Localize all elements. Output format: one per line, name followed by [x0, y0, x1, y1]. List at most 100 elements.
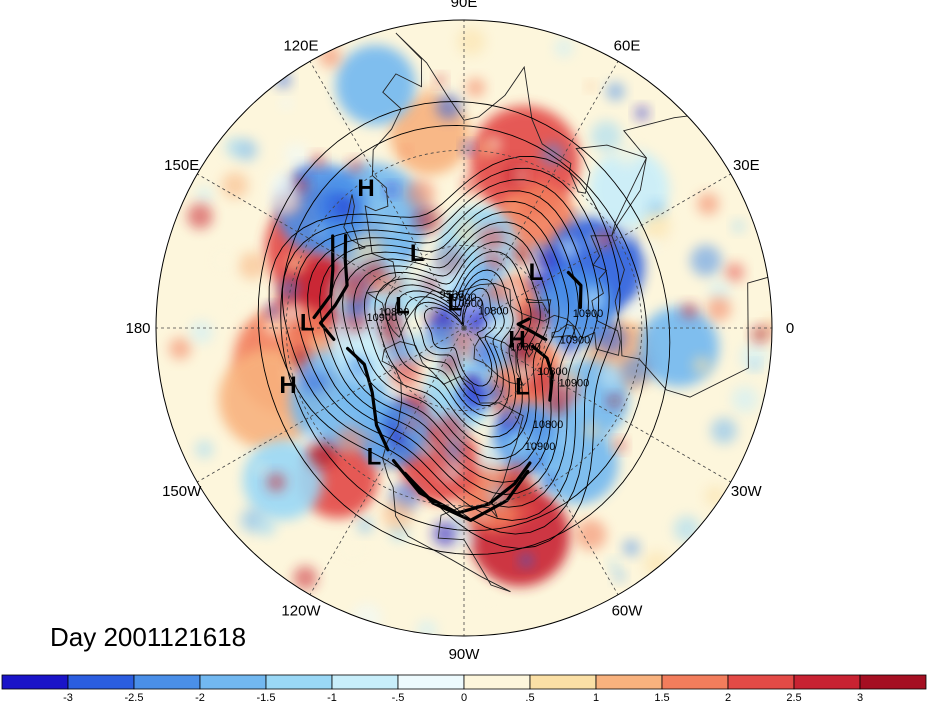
longitude-label: 90E: [451, 0, 478, 11]
anomaly-speckle: [732, 220, 745, 233]
anomaly-speckle: [238, 251, 267, 280]
anomaly-speckle: [236, 139, 258, 161]
anomaly-speckle: [515, 169, 528, 182]
anomaly-speckle: [195, 186, 213, 204]
jet-contour: [346, 346, 390, 452]
anomaly-speckle: [710, 417, 737, 444]
anomaly-speckle: [598, 363, 625, 390]
longitude-label: 90W: [449, 646, 481, 663]
anomaly-speckle: [453, 515, 467, 529]
anomaly-speckle: [390, 359, 421, 390]
longitude-label: 30E: [733, 157, 760, 174]
anomaly-speckle: [590, 120, 622, 152]
anomaly-speckle: [293, 566, 318, 590]
anomaly-speckle: [462, 142, 475, 155]
anomaly-speckle: [461, 176, 480, 194]
anomaly-speckle: [618, 226, 635, 243]
anomaly-speckle: [434, 245, 460, 271]
anomaly-speckle: [620, 355, 651, 385]
anomaly-speckle: [623, 539, 640, 556]
anomaly-speckle: [506, 198, 521, 213]
anomaly-speckle: [554, 38, 574, 58]
greenland-coast: [473, 335, 525, 386]
low-pressure-label: L: [300, 310, 315, 337]
anomaly-speckle: [465, 78, 486, 98]
anomaly-speckle: [357, 517, 373, 534]
longitude-label: 150W: [162, 483, 202, 500]
anomaly-speckle: [340, 535, 365, 560]
contour-label: 10900: [560, 335, 591, 347]
anomaly-patch: [335, 45, 416, 126]
contour-label: 10800: [537, 366, 568, 378]
anomaly-speckle: [536, 250, 556, 270]
anomaly-speckle: [438, 413, 462, 437]
longitude-label: 60E: [614, 38, 641, 55]
anomaly-speckle: [476, 445, 506, 475]
anomaly-speckle: [435, 94, 462, 120]
africa-coast: [611, 111, 772, 398]
anomaly-speckle: [348, 159, 363, 173]
graticule: [156, 20, 772, 636]
anomaly-speckle: [383, 385, 399, 401]
colorbar-tick-label: -1: [327, 692, 337, 702]
anomaly-speckle: [417, 620, 437, 636]
date-label: Day 2001121618: [50, 622, 246, 652]
colorbar-tick-label: -.5: [392, 692, 405, 702]
anomaly-speckle: [269, 183, 300, 215]
anomaly-speckle: [319, 45, 342, 68]
jet-contour: [312, 234, 335, 320]
anomaly-speckle: [457, 27, 486, 56]
latitude-circle: [381, 245, 547, 411]
anomaly-speckle: [476, 140, 495, 159]
colorbar-swatch: [1, 674, 69, 690]
anomaly-speckle: [307, 334, 327, 354]
low-pressure-label: L: [515, 373, 530, 400]
contour-label: 10900: [367, 312, 398, 324]
anomaly-speckle: [642, 211, 671, 240]
anomaly-speckle: [336, 426, 365, 455]
uk-coast: [551, 323, 577, 339]
anomaly-speckle: [496, 381, 505, 390]
contour-label: 9500: [440, 289, 464, 301]
anomaly-speckle: [575, 519, 607, 551]
anomaly-speckle: [725, 262, 745, 282]
map-boundary: [155, 19, 773, 637]
contour-label: 10900: [573, 308, 604, 320]
anomaly-speckle: [342, 386, 373, 416]
colorbar-swatch: [859, 674, 927, 690]
anomaly-speckle: [187, 203, 213, 229]
colorbar-tick-label: 3: [857, 692, 863, 702]
anomaly-speckle: [280, 97, 293, 109]
colorbar-swatch: [529, 674, 597, 690]
anomaly-speckle: [189, 320, 214, 344]
jet-contour: [391, 459, 532, 515]
longitude-label: 60W: [612, 602, 644, 619]
anomaly-speckle: [609, 441, 619, 451]
anomaly-speckle: [594, 229, 614, 249]
anomaly-speckle: [378, 317, 403, 342]
colorbar-swatch: [661, 674, 729, 690]
height-contour: [282, 167, 610, 535]
anomaly-speckle: [478, 225, 506, 252]
anomaly-speckle: [266, 304, 279, 318]
anomaly-speckle: [697, 192, 720, 215]
anomaly-speckle: [708, 279, 731, 302]
anomaly-speckle: [169, 337, 191, 360]
anomaly-speckle: [307, 440, 337, 469]
anomaly-speckle: [431, 304, 459, 331]
anomaly-speckle: [673, 515, 701, 543]
anomaly-speckle: [706, 296, 732, 321]
anomaly-speckle: [519, 553, 534, 568]
anomaly-speckle: [515, 363, 533, 381]
anomaly-speckle: [531, 270, 550, 290]
longitude-label: 120W: [281, 602, 321, 619]
anomaly-speckle: [434, 75, 446, 86]
anomaly-speckle: [583, 421, 601, 439]
colorbar-tick-label: -2: [195, 692, 205, 702]
longitude-label: 30W: [731, 483, 763, 500]
colorbar-tick-label: -2.5: [125, 692, 144, 702]
anomaly-speckle: [559, 437, 569, 447]
longitude-labels: 90E 60E 30E 0 30W 60W 90W 120W 150W 180 150E 120E: [125, 0, 794, 663]
